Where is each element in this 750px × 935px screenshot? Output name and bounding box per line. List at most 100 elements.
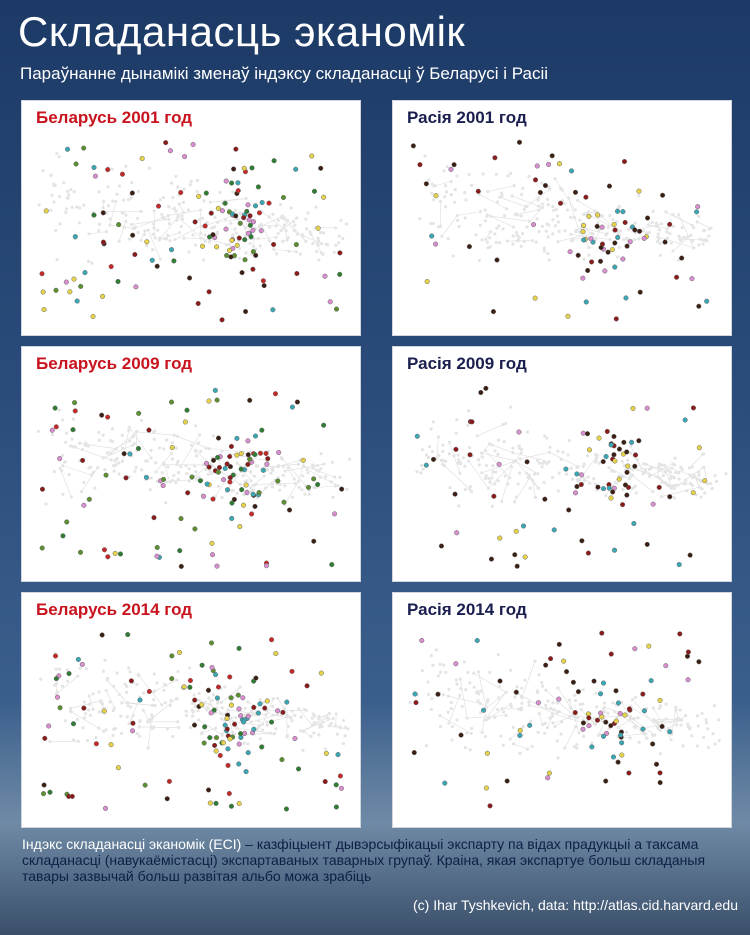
network-nodes	[408, 648, 721, 760]
node	[231, 190, 235, 194]
node	[97, 726, 101, 730]
node	[90, 261, 94, 265]
node	[536, 198, 540, 202]
node	[668, 484, 672, 488]
node	[478, 223, 482, 227]
export-node	[222, 722, 228, 728]
node	[527, 703, 531, 707]
node	[100, 702, 105, 706]
export-node	[612, 264, 618, 270]
node	[575, 743, 579, 747]
node	[104, 728, 108, 732]
edge	[487, 185, 515, 192]
node	[279, 228, 283, 233]
node	[466, 409, 471, 413]
export-node	[63, 279, 69, 285]
node	[543, 731, 547, 735]
node	[547, 450, 551, 454]
node	[441, 693, 446, 697]
export-node	[327, 299, 333, 305]
node	[277, 463, 281, 468]
export-node	[199, 702, 205, 708]
node	[123, 682, 127, 686]
node	[656, 465, 661, 469]
export-node	[591, 678, 597, 684]
export-node	[211, 457, 217, 463]
export-node	[663, 663, 669, 669]
node	[576, 716, 580, 720]
node	[564, 472, 568, 476]
node	[270, 485, 275, 489]
node	[169, 181, 174, 185]
node	[642, 462, 646, 466]
node	[645, 231, 649, 235]
node	[626, 458, 630, 462]
edge	[209, 463, 241, 485]
node	[699, 479, 703, 483]
export-node	[167, 148, 173, 154]
export-node	[251, 726, 257, 732]
node	[545, 197, 550, 201]
node	[298, 252, 302, 256]
node	[262, 474, 266, 478]
edge	[131, 218, 169, 225]
node	[600, 214, 604, 218]
network-nodes	[36, 408, 352, 507]
export-node	[135, 445, 142, 452]
node	[180, 214, 184, 218]
edge	[605, 475, 620, 496]
title: Складанасць эканомік	[18, 8, 466, 55]
node	[36, 429, 40, 433]
node	[633, 695, 638, 699]
edge	[127, 702, 153, 706]
node	[545, 436, 549, 440]
edge	[481, 461, 515, 474]
export-node	[494, 257, 500, 263]
export-node	[108, 264, 114, 270]
node	[70, 205, 74, 209]
node	[142, 232, 146, 236]
export-node	[208, 210, 214, 216]
export-node	[100, 293, 106, 299]
export-node	[337, 271, 343, 277]
export-node	[612, 458, 618, 464]
export-node	[105, 167, 111, 173]
export-node	[674, 274, 680, 280]
node	[133, 469, 137, 473]
export-node	[247, 213, 253, 219]
node	[621, 487, 625, 492]
edge	[147, 229, 161, 260]
export-node	[589, 744, 595, 750]
network-panel: Беларусь 2014 год	[21, 592, 361, 828]
node	[628, 451, 633, 455]
export-node	[209, 540, 215, 546]
export-node	[247, 222, 253, 228]
node	[645, 736, 649, 740]
node	[166, 213, 170, 218]
node	[628, 475, 633, 479]
node	[686, 722, 690, 726]
node	[87, 694, 91, 698]
node	[467, 445, 472, 450]
node	[230, 489, 234, 493]
node	[658, 476, 662, 480]
node	[663, 481, 667, 485]
node	[242, 493, 246, 497]
node	[573, 208, 577, 212]
node	[621, 474, 625, 479]
node	[612, 469, 616, 474]
export-node	[276, 449, 282, 456]
node	[535, 689, 539, 693]
node	[136, 189, 141, 193]
export-node	[245, 452, 251, 458]
node	[659, 494, 664, 499]
node	[698, 237, 702, 241]
node	[69, 495, 73, 499]
definition: Індэкс складанасці эканомік (ECI) – казф…	[22, 836, 737, 884]
node	[475, 434, 479, 438]
export-node	[210, 232, 216, 238]
node	[590, 741, 594, 745]
node	[82, 700, 86, 704]
export-node	[133, 284, 139, 290]
export-node	[311, 538, 317, 544]
